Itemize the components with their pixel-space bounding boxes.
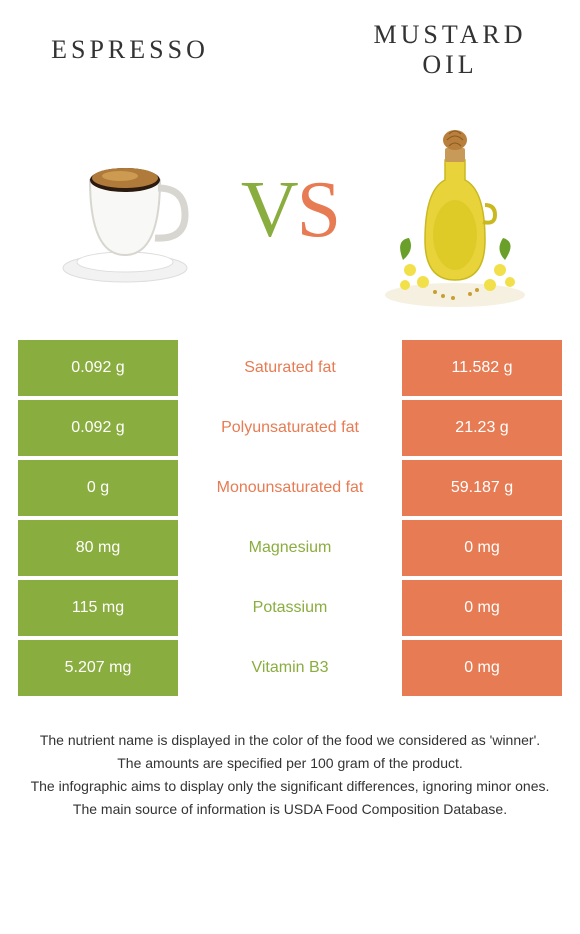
nutrient-label: Potassium [178,580,402,636]
espresso-image [40,110,210,310]
vs-s: S [297,166,340,254]
mustard-oil-image [370,110,540,310]
nutrient-table: 0.092 gSaturated fat11.582 g0.092 gPolyu… [0,340,580,696]
vs-v: V [241,166,297,254]
vs-label: VS [241,165,339,256]
footer-line: The infographic aims to display only the… [20,776,560,797]
nutrient-label: Vitamin B3 [178,640,402,696]
nutrient-label: Saturated fat [178,340,402,396]
value-left: 80 mg [18,520,178,576]
value-left: 5.207 mg [18,640,178,696]
table-row: 0.092 gPolyunsaturated fat21.23 g [18,400,562,456]
table-row: 115 mgPotassium0 mg [18,580,562,636]
value-left: 0.092 g [18,340,178,396]
value-right: 59.187 g [402,460,562,516]
footer-line: The nutrient name is displayed in the co… [20,730,560,751]
table-row: 80 mgMagnesium0 mg [18,520,562,576]
table-row: 0.092 gSaturated fat11.582 g [18,340,562,396]
value-right: 21.23 g [402,400,562,456]
food-title-left: ESPRESSO [30,35,230,65]
food-title-right: MUSTARD OIL [350,20,550,80]
footer-line: The amounts are specified per 100 gram o… [20,753,560,774]
header-row: ESPRESSO MUSTARD OIL [0,0,580,90]
footer-line: The main source of information is USDA F… [20,799,560,820]
value-right: 11.582 g [402,340,562,396]
table-row: 5.207 mgVitamin B30 mg [18,640,562,696]
nutrient-label: Polyunsaturated fat [178,400,402,456]
table-row: 0 gMonounsaturated fat59.187 g [18,460,562,516]
images-row: VS [0,90,580,340]
footer-notes: The nutrient name is displayed in the co… [0,700,580,820]
nutrient-label: Monounsaturated fat [178,460,402,516]
value-right: 0 mg [402,580,562,636]
value-right: 0 mg [402,520,562,576]
value-left: 115 mg [18,580,178,636]
nutrient-label: Magnesium [178,520,402,576]
value-right: 0 mg [402,640,562,696]
value-left: 0.092 g [18,400,178,456]
value-left: 0 g [18,460,178,516]
